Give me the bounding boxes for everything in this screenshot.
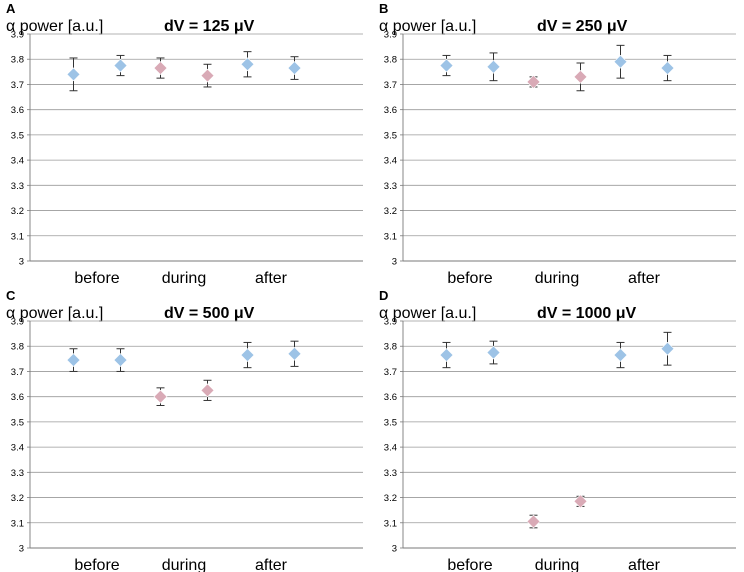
y-tick-label: 3.4 — [11, 156, 24, 167]
data-point-before — [66, 353, 81, 368]
y-tick-label: 3.4 — [384, 156, 397, 167]
y-tick-label: 3.7 — [384, 80, 397, 91]
panel-letter: D — [379, 288, 388, 303]
y-tick-label: 3.7 — [11, 367, 24, 378]
y-tick-label: 3.2 — [11, 493, 24, 504]
x-category-label: during — [162, 557, 206, 572]
x-category-label: after — [255, 557, 288, 572]
data-point-after — [613, 54, 628, 69]
data-point-during — [573, 69, 588, 84]
y-tick-label: 3.6 — [384, 392, 397, 403]
y-tick-label: 3.1 — [11, 231, 24, 242]
y-tick-label: 3.9 — [11, 30, 24, 41]
data-point-before — [113, 353, 128, 368]
chart-panel-b: Bα power [a.u.] dV = 250 μV 3 3.1 3.2 3.3 3.4 3… — [379, 1, 736, 287]
chart-title: dV = 125 μV — [164, 18, 255, 35]
y-tick-label: 3.3 — [11, 468, 24, 479]
data-point-during — [526, 514, 541, 529]
y-tick-label: 3.1 — [384, 231, 397, 242]
data-point-before — [439, 58, 454, 73]
y-tick-label: 3.8 — [384, 342, 397, 353]
chart-title: dV = 250 μV — [537, 18, 628, 35]
data-point-after — [613, 348, 628, 362]
data-point-during — [200, 68, 215, 83]
data-point-after — [660, 341, 675, 356]
data-point-after — [660, 61, 675, 75]
y-tick-label: 3.3 — [384, 181, 397, 192]
panel-letter: A — [6, 1, 16, 16]
y-tick-label: 3.3 — [384, 468, 397, 479]
x-category-label: before — [447, 270, 492, 287]
x-category-label: during — [535, 557, 579, 572]
data-point-during — [153, 61, 168, 75]
data-point-after — [240, 57, 255, 72]
x-category-label: before — [74, 270, 119, 287]
chart-panel-c: Cα power [a.u.] dV = 500 μV 3 3.1 3.2 3.3 3.4 3… — [6, 288, 363, 572]
y-tick-label: 3.2 — [384, 206, 397, 217]
data-point-after — [240, 348, 255, 362]
y-tick-label: 3.2 — [384, 493, 397, 504]
x-category-label: before — [447, 557, 492, 572]
panel-letter: B — [379, 1, 388, 16]
y-tick-label: 3.5 — [11, 130, 24, 141]
y-tick-label: 3.9 — [384, 30, 397, 41]
x-category-label: after — [628, 270, 661, 287]
y-tick-label: 3.7 — [11, 80, 24, 91]
y-tick-label: 3.4 — [384, 443, 397, 454]
y-axis-label: α power [a.u.] — [6, 305, 103, 322]
data-point-after — [287, 61, 302, 75]
y-tick-label: 3.7 — [384, 367, 397, 378]
data-point-during — [573, 494, 588, 509]
data-point-during — [526, 74, 541, 89]
x-category-label: during — [535, 270, 579, 287]
data-point-before — [66, 67, 81, 82]
y-tick-label: 3.9 — [11, 317, 24, 328]
y-axis-label: α power [a.u.] — [379, 305, 476, 322]
y-tick-label: 3 — [19, 257, 24, 268]
chart-panel-a: Aα power [a.u.] dV = 125 μV 3 3.1 3.2 3.3 3.4 3… — [6, 1, 363, 287]
data-point-after — [287, 346, 302, 361]
chart-title: dV = 500 μV — [164, 305, 255, 322]
y-tick-label: 3.6 — [11, 392, 24, 403]
y-axis-label: α power [a.u.] — [6, 18, 103, 35]
chart-title: dV = 1000 μV — [537, 305, 637, 322]
y-tick-label: 3.3 — [11, 181, 24, 192]
y-tick-label: 3.9 — [384, 317, 397, 328]
data-point-during — [153, 389, 168, 404]
x-category-label: before — [74, 557, 119, 572]
panel-letter: C — [6, 288, 16, 303]
y-tick-label: 3.2 — [11, 206, 24, 217]
y-tick-label: 3.5 — [384, 130, 397, 141]
data-point-before — [486, 345, 501, 360]
y-tick-label: 3.1 — [384, 518, 397, 529]
x-category-label: after — [255, 270, 288, 287]
x-category-label: after — [628, 557, 661, 572]
y-tick-label: 3.1 — [11, 518, 24, 529]
data-point-before — [113, 58, 128, 73]
y-tick-label: 3.8 — [11, 55, 24, 66]
chart-panel-d: Dα power [a.u.] dV = 1000 μV 3 3.1 3.2 3.3 3.4… — [379, 288, 736, 572]
x-category-label: during — [162, 270, 206, 287]
y-tick-label: 3.5 — [384, 417, 397, 428]
y-tick-label: 3.8 — [384, 55, 397, 66]
y-tick-label: 3.4 — [11, 443, 24, 454]
y-tick-label: 3.8 — [11, 342, 24, 353]
y-tick-label: 3.5 — [11, 417, 24, 428]
y-axis-label: α power [a.u.] — [379, 18, 476, 35]
data-point-during — [200, 383, 215, 398]
y-tick-label: 3 — [392, 257, 397, 268]
y-tick-label: 3 — [392, 544, 397, 555]
data-point-before — [486, 59, 501, 74]
y-tick-label: 3.6 — [384, 105, 397, 116]
y-tick-label: 3.6 — [11, 105, 24, 116]
y-tick-label: 3 — [19, 544, 24, 555]
data-point-before — [439, 348, 454, 362]
